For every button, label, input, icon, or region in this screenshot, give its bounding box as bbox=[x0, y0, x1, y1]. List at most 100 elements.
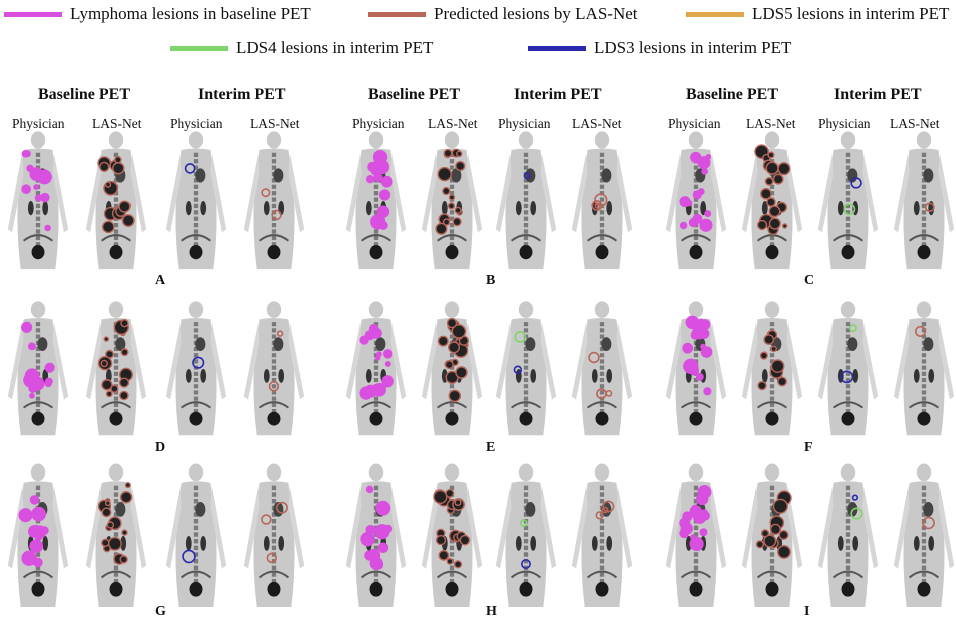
group-label-interim: Interim PET bbox=[834, 86, 922, 103]
panel-column-2: Baseline PET Interim PET Physician LAS-N… bbox=[318, 0, 636, 619]
sub-label-physician: Physician bbox=[12, 116, 65, 131]
body-silhouette bbox=[571, 131, 633, 270]
legend-swatch bbox=[368, 11, 426, 17]
pet-image bbox=[812, 462, 888, 610]
sub-label-lasnet: LAS-Net bbox=[92, 116, 142, 131]
lesion-overlay bbox=[97, 482, 133, 565]
group-label-baseline: Baseline PET bbox=[686, 86, 779, 103]
lesion-overlay bbox=[184, 163, 196, 174]
pet-image bbox=[736, 130, 812, 272]
pet-image bbox=[736, 462, 812, 610]
lesion-overlay bbox=[850, 494, 863, 520]
body-silhouette bbox=[85, 131, 147, 270]
pet-image bbox=[660, 130, 736, 272]
legend-item-predicted: Predicted lesions by LAS-Net bbox=[368, 4, 638, 24]
lesion-overlay bbox=[754, 144, 791, 236]
lesion-overlay bbox=[261, 501, 288, 564]
lesion-overlay bbox=[755, 490, 792, 559]
lesion-overlay bbox=[433, 488, 471, 569]
legend-swatch bbox=[4, 11, 62, 17]
legend-label: LDS4 lesions in interim PET bbox=[236, 38, 434, 57]
body-silhouette bbox=[571, 301, 633, 436]
lesion-overlay bbox=[97, 156, 135, 234]
pet-image bbox=[340, 130, 416, 272]
lesion-overlay bbox=[679, 151, 713, 232]
legend-label: Lymphoma lesions in baseline PET bbox=[70, 4, 311, 23]
body-silhouette bbox=[817, 301, 879, 436]
legend-label: Predicted lesions by LAS-Net bbox=[434, 4, 638, 23]
body-silhouette bbox=[817, 131, 879, 270]
body-silhouette bbox=[665, 131, 727, 270]
legend-item-lds3: LDS3 lesions in interim PET bbox=[528, 38, 791, 58]
row-letter: H bbox=[486, 604, 497, 619]
pet-image bbox=[490, 462, 566, 610]
body-silhouette bbox=[421, 463, 483, 608]
row-letter: A bbox=[155, 273, 166, 288]
row-letter: B bbox=[486, 273, 496, 288]
lesion-overlay bbox=[97, 319, 133, 401]
pet-image bbox=[566, 130, 642, 272]
pet-image bbox=[238, 130, 314, 272]
body-silhouette bbox=[243, 301, 305, 436]
sub-label-physician: Physician bbox=[170, 116, 223, 131]
sub-label-lasnet: LAS-Net bbox=[250, 116, 300, 131]
pet-image bbox=[2, 130, 78, 272]
legend-label: LDS3 lesions in interim PET bbox=[594, 38, 792, 57]
lesion-overlay bbox=[513, 331, 527, 374]
row-letter: G bbox=[155, 604, 166, 619]
lesion-overlay bbox=[679, 485, 712, 552]
body-silhouette bbox=[165, 301, 227, 436]
sub-label-lasnet: LAS-Net bbox=[890, 116, 940, 131]
pet-image bbox=[660, 462, 736, 610]
lesion-overlay bbox=[843, 177, 862, 216]
sub-label-lasnet: LAS-Net bbox=[746, 116, 796, 131]
body-silhouette bbox=[85, 463, 147, 608]
legend-swatch bbox=[170, 45, 228, 51]
pet-image bbox=[160, 300, 236, 438]
pet-image bbox=[2, 300, 78, 438]
group-label-baseline: Baseline PET bbox=[38, 86, 131, 103]
pet-image bbox=[812, 130, 888, 272]
pet-image bbox=[812, 300, 888, 438]
group-label-interim: Interim PET bbox=[198, 86, 286, 103]
group-label-baseline: Baseline PET bbox=[368, 86, 461, 103]
lesion-overlay bbox=[840, 324, 857, 384]
row-letter: I bbox=[804, 604, 810, 619]
pet-image bbox=[888, 462, 956, 610]
body-silhouette bbox=[243, 463, 305, 608]
pet-image bbox=[160, 130, 236, 272]
lesion-overlay bbox=[924, 202, 935, 213]
panel-column-1: Baseline PET Interim PET Physician LAS-N… bbox=[0, 0, 318, 619]
row-letter: E bbox=[486, 440, 496, 455]
body-silhouette bbox=[165, 463, 227, 608]
lesion-overlay bbox=[757, 329, 787, 391]
pet-image bbox=[660, 300, 736, 438]
lesion-overlay bbox=[591, 193, 608, 212]
pet-image bbox=[490, 300, 566, 438]
lesion-overlay bbox=[360, 485, 393, 570]
pet-image bbox=[80, 300, 156, 438]
pet-image bbox=[238, 300, 314, 438]
sub-label-physician: Physician bbox=[668, 116, 721, 131]
sub-label-lasnet: LAS-Net bbox=[428, 116, 478, 131]
lesion-overlay bbox=[914, 325, 927, 338]
sub-label-physician: Physician bbox=[498, 116, 551, 131]
body-silhouette bbox=[495, 463, 557, 608]
pet-image bbox=[888, 130, 956, 272]
sub-label-physician: Physician bbox=[352, 116, 405, 131]
legend-item-lds5: LDS5 lesions in interim PET bbox=[686, 4, 949, 24]
body-silhouette bbox=[571, 463, 633, 608]
pet-image bbox=[566, 462, 642, 610]
body-silhouette bbox=[495, 301, 557, 436]
pet-image bbox=[340, 462, 416, 610]
pet-image bbox=[736, 300, 812, 438]
lesion-overlay bbox=[261, 188, 282, 221]
lesion-overlay bbox=[523, 172, 531, 180]
body-silhouette bbox=[495, 131, 557, 270]
pet-image bbox=[416, 300, 492, 438]
lesion-overlay bbox=[359, 323, 394, 400]
pet-image bbox=[2, 462, 78, 610]
body-silhouette bbox=[893, 463, 955, 608]
body-silhouette bbox=[893, 131, 955, 270]
lesion-overlay bbox=[519, 519, 531, 569]
